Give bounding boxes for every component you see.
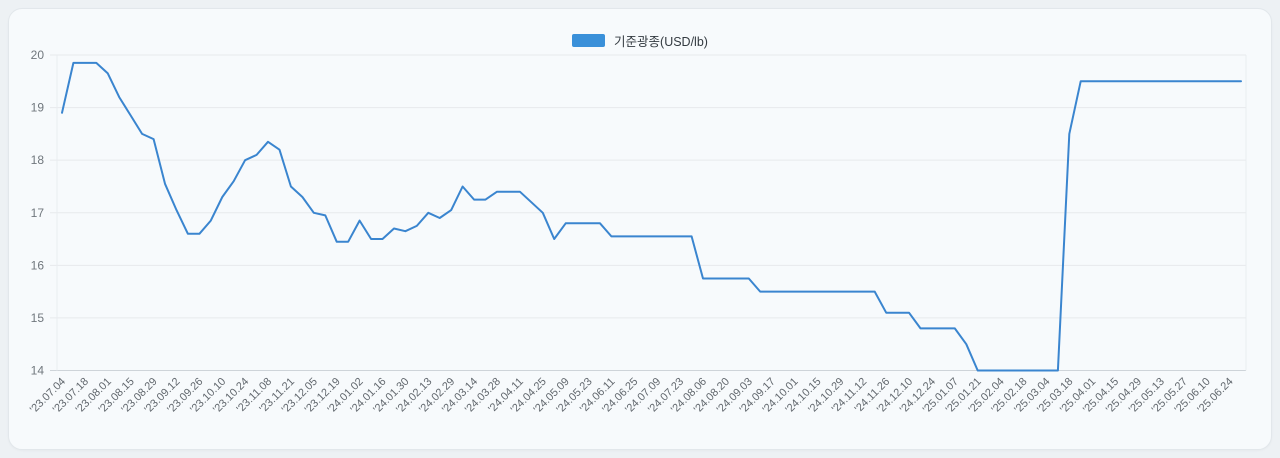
y-axis-label: 14 — [31, 364, 45, 378]
legend[interactable]: 기준광종(USD/lb) — [0, 31, 1280, 50]
y-axis-label: 15 — [31, 311, 45, 325]
y-axis-label: 20 — [31, 48, 45, 62]
legend-swatch[interactable] — [572, 34, 606, 47]
y-axis-label: 18 — [31, 153, 45, 167]
series-line — [61, 61, 1242, 372]
y-axis-label: 16 — [31, 258, 45, 272]
y-axis-label: 19 — [31, 101, 45, 115]
legend-label: 기준광종(USD/lb) — [614, 35, 708, 49]
chart-card — [8, 8, 1272, 450]
y-axis-label: 17 — [31, 206, 45, 220]
